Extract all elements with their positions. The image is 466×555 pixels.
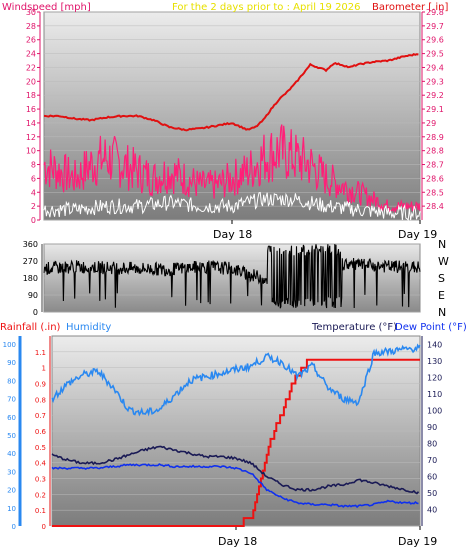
humidity-axis-title: Humidity (66, 322, 111, 333)
rain-tick-label: 0 (42, 523, 46, 531)
barometer-tick-label: 28.6 (426, 174, 444, 183)
chart-period-title: For the 2 days prior to : April 19 2026 (172, 2, 361, 13)
temperature-tick-label: 90 (427, 423, 437, 432)
barometer-tick-label: 28.5 (426, 188, 444, 197)
barometer-tick-label: 29.1 (426, 105, 444, 114)
compass-label: W (438, 255, 449, 268)
dewpoint-axis-title: Dew Point (°F) (395, 322, 466, 333)
barometer-tick-label: 29.2 (426, 91, 444, 100)
barometer-tick-label: 29.5 (426, 50, 444, 59)
barometer-tick-label: 29.3 (426, 77, 444, 86)
dewpoint-series (51, 463, 419, 509)
humidity-tick-label: 10 (7, 505, 16, 513)
temperature-tick-label: 50 (427, 489, 437, 498)
rain-tick-label: 0.4 (35, 460, 47, 468)
barometer-tick-label: 29.8 (426, 8, 444, 17)
plot1-xtick-day19: Day 19 (398, 228, 437, 241)
windspeed-tick-label: 24 (26, 50, 36, 59)
direction-tick-label: 0 (33, 308, 38, 317)
barometer-axis-title: Barometer [.in] (372, 2, 448, 13)
direction-tick-label: 180 (23, 274, 38, 283)
rain-tick-label: 1.1 (35, 349, 46, 357)
humidity-tick-label: 60 (7, 414, 16, 422)
temperature-tick-label: 100 (427, 406, 442, 415)
rain-tick-label: 0.2 (35, 491, 46, 499)
windspeed-tick-label: 2 (31, 202, 36, 211)
temperature-series (51, 445, 420, 495)
gust-series (43, 191, 421, 222)
barometer-tick-label: 28.9 (426, 133, 444, 142)
humidity-tick-label: 0 (12, 523, 16, 531)
rain-tick-label: 0.3 (35, 476, 46, 484)
temperature-tick-label: 110 (427, 390, 442, 399)
windspeed-tick-label: 26 (26, 36, 36, 45)
barometer-tick-label: 28.4 (426, 202, 444, 211)
wind-direction-series (43, 244, 421, 309)
barometer-tick-label: 29 (426, 119, 436, 128)
compass-label: N (438, 238, 446, 251)
barometer-tick-label: 28.7 (426, 161, 444, 170)
windspeed-series (43, 124, 421, 214)
humidity-tick-label: 20 (7, 487, 16, 495)
compass-label: S (438, 272, 445, 285)
temperature-tick-label: 140 (427, 340, 442, 349)
plot1-xtick-day18: Day 18 (213, 228, 252, 241)
humidity-tick-label: 50 (7, 432, 16, 440)
temperature-tick-label: 80 (427, 439, 437, 448)
windspeed-tick-label: 20 (26, 77, 36, 86)
direction-tick-label: 360 (23, 240, 38, 249)
rain-tick-label: 0.1 (35, 507, 46, 515)
temperature-tick-label: 60 (427, 472, 437, 481)
temperature-tick-label: 130 (427, 357, 442, 366)
windspeed-tick-label: 14 (26, 119, 36, 128)
plot3-xtick-day18: Day 18 (218, 535, 257, 548)
rain-tick-label: 0.7 (35, 412, 46, 420)
humidity-tick-label: 40 (7, 450, 16, 458)
windspeed-tick-label: 18 (26, 91, 36, 100)
rain-tick-label: 0.6 (35, 428, 47, 436)
windspeed-tick-label: 0 (31, 216, 36, 225)
windspeed-tick-label: 12 (26, 133, 36, 142)
humidity-tick-label: 80 (7, 377, 16, 385)
temperature-axis-title: Temperature (°F) (311, 322, 397, 333)
rain-tick-label: 1 (42, 365, 46, 373)
windspeed-tick-label: 8 (31, 161, 36, 170)
barometer-tick-label: 29.4 (426, 63, 444, 72)
barometer-series (43, 53, 419, 132)
temperature-tick-label: 70 (427, 456, 437, 465)
humidity-tick-label: 100 (3, 341, 16, 349)
humidity-tick-label: 30 (7, 468, 16, 476)
plot3-xtick-day19: Day 19 (398, 535, 437, 548)
barometer-tick-label: 29.7 (426, 22, 444, 31)
compass-label: E (438, 289, 445, 302)
compass-label: N (438, 306, 446, 319)
rain-tick-label: 0.9 (35, 381, 46, 389)
windspeed-tick-label: 28 (26, 22, 36, 31)
direction-tick-label: 90 (28, 291, 38, 300)
direction-tick-label: 270 (23, 257, 38, 266)
rainfall-axis-title: Rainfall (.in) (0, 322, 61, 333)
windspeed-tick-label: 30 (26, 8, 36, 17)
temperature-tick-label: 40 (427, 505, 437, 514)
rain-tick-label: 0.8 (35, 396, 46, 404)
windspeed-tick-label: 16 (26, 105, 36, 114)
humidity-series (51, 343, 421, 417)
barometer-tick-label: 28.8 (426, 147, 444, 156)
humidity-tick-label: 70 (7, 396, 16, 404)
windspeed-tick-label: 10 (26, 147, 36, 156)
windspeed-tick-label: 6 (31, 174, 36, 183)
windspeed-tick-label: 4 (31, 188, 36, 197)
windspeed-tick-label: 22 (26, 63, 36, 72)
windspeed-axis-title: Windspeed [mph] (2, 2, 91, 13)
rain-tick-label: 0.5 (35, 444, 46, 452)
barometer-tick-label: 29.6 (426, 36, 444, 45)
rainfall-series (52, 358, 420, 527)
temperature-tick-label: 120 (427, 373, 442, 382)
humidity-tick-label: 90 (7, 359, 16, 367)
